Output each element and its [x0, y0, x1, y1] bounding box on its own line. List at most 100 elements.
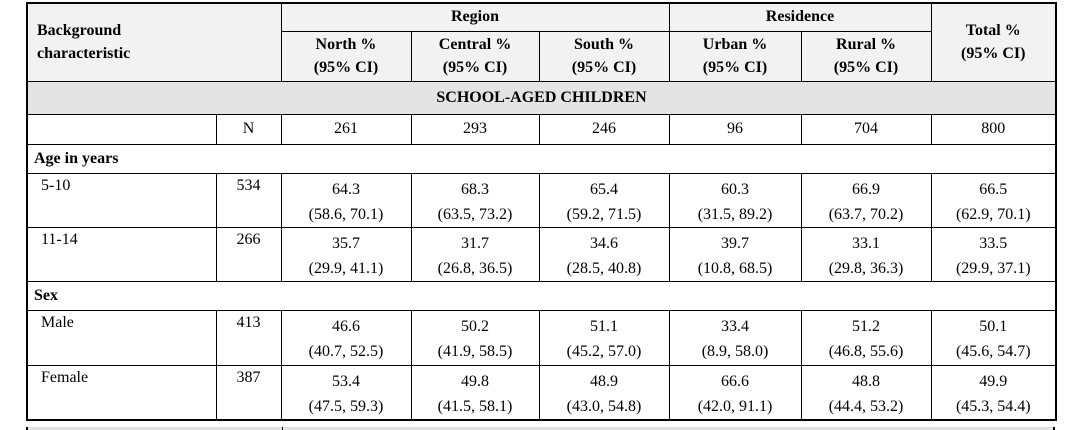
confidence-interval: (47.5, 59.3): [308, 397, 384, 415]
section-band-row: SCHOOL-AGED CHILDREN: [26, 80, 1057, 115]
value-cell-north: 35.7 (29.9, 41.1): [280, 226, 412, 282]
column-header-line1: Rural %: [836, 36, 897, 53]
column-header-south: South % (95% CI): [538, 30, 670, 82]
column-header-line1: North %: [315, 36, 377, 53]
confidence-interval: (45.3, 54.4): [955, 397, 1031, 415]
total-header-line2: (95% CI): [961, 45, 1026, 63]
column-header-line1: Central %: [438, 36, 512, 53]
header-row-groups: Background characteristic Region Residen…: [26, 2, 1057, 82]
value: 33.4: [721, 317, 750, 335]
value-cell-total: 66.5 (62.9, 70.1): [930, 172, 1057, 228]
confidence-interval: (63.7, 70.2): [828, 205, 904, 223]
value: 34.6: [590, 234, 618, 252]
value-cell-urban: 66.6 (42.0, 91.1): [668, 364, 802, 421]
confidence-interval: (63.5, 73.2): [437, 205, 513, 223]
value-cell-total: 50.1 (45.6, 54.7): [930, 309, 1057, 366]
region-group-header: Region: [280, 2, 670, 32]
value-cell-central: 31.7 (26.8, 36.5): [410, 226, 540, 282]
row-label: 11-14: [26, 226, 217, 282]
column-header-central: Central % (95% CI): [410, 30, 540, 82]
value: 66.5: [979, 180, 1008, 198]
column-header-rural: Rural % (95% CI): [800, 30, 932, 82]
n-row-label: N: [215, 113, 282, 145]
row-label: 5-10: [26, 172, 217, 228]
column-divider: [282, 427, 283, 430]
n-value-central: 293: [410, 113, 540, 145]
value: 33.5: [979, 234, 1008, 252]
value-cell-central: 49.8 (41.5, 58.1): [410, 364, 540, 421]
corner-header-cell: Background characteristic: [26, 2, 282, 82]
value: 49.9: [979, 372, 1008, 390]
column-header-line2: (95% CI): [442, 59, 508, 76]
confidence-interval: (26.8, 36.5): [437, 259, 513, 277]
value-cell-total: 49.9 (45.3, 54.4): [930, 364, 1057, 421]
confidence-interval: (58.6, 70.1): [308, 205, 384, 223]
corner-header-label: Background characteristic: [37, 22, 131, 63]
section-header-row-sex: Sex: [26, 280, 1057, 311]
value: 31.7: [461, 234, 489, 252]
value: 65.4: [590, 180, 618, 198]
value-cell-south: 48.9 (43.0, 54.8): [538, 364, 670, 421]
value-cell-urban: 60.3 (31.5, 89.2): [668, 172, 802, 228]
total-header-line1: Total %: [965, 22, 1021, 40]
column-header-line1: Urban %: [702, 36, 768, 53]
value: 35.7: [332, 234, 360, 252]
column-header-line2: (95% CI): [571, 59, 637, 76]
confidence-interval: (29.8, 36.3): [828, 259, 904, 277]
confidence-interval: (46.8, 55.6): [828, 342, 904, 360]
value-cell-south: 34.6 (28.5, 40.8): [538, 226, 670, 282]
confidence-interval: (59.2, 71.5): [566, 205, 642, 223]
section-band: SCHOOL-AGED CHILDREN: [26, 80, 1057, 115]
value-cell-urban: 33.4 (8.9, 58.0): [668, 309, 802, 366]
value-cell-north: 46.6 (40.7, 52.5): [280, 309, 412, 366]
value-cell-central: 68.3 (63.5, 73.2): [410, 172, 540, 228]
n-row-empty-cell: [26, 113, 217, 145]
confidence-interval: (31.5, 89.2): [697, 205, 773, 223]
n-value-south: 246: [538, 113, 670, 145]
section-header-age: Age in years: [26, 143, 1057, 174]
column-header-line1: South %: [573, 36, 635, 53]
n-row: N 261 293 246 96 704 800: [26, 113, 1057, 145]
row-label: Female: [26, 364, 217, 421]
n-value-rural: 704: [800, 113, 932, 145]
next-row-sliver: [26, 427, 1055, 430]
value: 66.6: [721, 372, 750, 390]
confidence-interval: (8.9, 58.0): [701, 342, 769, 360]
confidence-interval: (10.8, 68.5): [697, 259, 773, 277]
confidence-interval: (40.7, 52.5): [308, 342, 384, 360]
total-column-header: Total % (95% CI): [930, 2, 1057, 82]
residence-group-header: Residence: [668, 2, 932, 32]
value-cell-south: 65.4 (59.2, 71.5): [538, 172, 670, 228]
value-cell-rural: 48.8 (44.4, 53.2): [800, 364, 932, 421]
n-value-north: 261: [280, 113, 412, 145]
confidence-interval: (41.5, 58.1): [437, 397, 513, 415]
header-row-columns: North % (95% CI) Central % (95% CI) Sout…: [27, 30, 1056, 82]
column-header-urban: Urban % (95% CI): [668, 30, 802, 82]
value: 68.3: [461, 180, 489, 198]
table-row-sex-male: Male 413 46.6 (40.7, 52.5) 50.2 (41.9, 5…: [26, 309, 1057, 366]
column-header-line2: (95% CI): [833, 59, 899, 76]
value: 48.9: [590, 372, 618, 390]
confidence-interval: (29.9, 37.1): [955, 259, 1031, 277]
confidence-interval: (42.0, 91.1): [697, 397, 773, 415]
value-cell-rural: 66.9 (63.7, 70.2): [800, 172, 932, 228]
value-cell-north: 53.4 (47.5, 59.3): [280, 364, 412, 421]
value: 50.1: [979, 317, 1008, 335]
column-header-line2: (95% CI): [702, 59, 768, 76]
value: 33.1: [852, 234, 881, 252]
value: 60.3: [721, 180, 750, 198]
value-cell-urban: 39.7 (10.8, 68.5): [668, 226, 802, 282]
section-header-row-age: Age in years: [26, 143, 1057, 174]
column-header-line2: (95% CI): [313, 59, 379, 76]
value: 64.3: [332, 180, 360, 198]
n-value-urban: 96: [668, 113, 802, 145]
table-row-age-5-10: 5-10 534 64.3 (58.6, 70.1) 68.3 (63.5, 7…: [26, 172, 1057, 228]
row-n: 387: [215, 364, 282, 421]
value-cell-south: 51.1 (45.2, 57.0): [538, 309, 670, 366]
value: 49.8: [461, 372, 489, 390]
value-cell-rural: 33.1 (29.8, 36.3): [800, 226, 932, 282]
value-cell-rural: 51.2 (46.8, 55.6): [800, 309, 932, 366]
confidence-interval: (41.9, 58.5): [437, 342, 513, 360]
value: 39.7: [721, 234, 750, 252]
